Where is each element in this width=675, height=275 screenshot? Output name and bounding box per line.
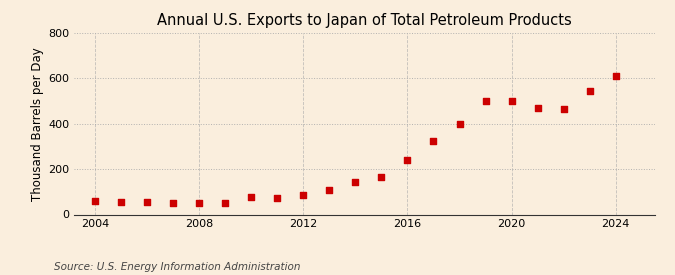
Point [324, 187, 335, 192]
Point [220, 201, 231, 205]
Point [480, 99, 491, 103]
Point [585, 89, 595, 93]
Point [168, 200, 179, 205]
Point [115, 200, 126, 204]
Point [272, 196, 283, 200]
Point [558, 107, 569, 111]
Point [142, 200, 153, 205]
Y-axis label: Thousand Barrels per Day: Thousand Barrels per Day [31, 47, 44, 201]
Point [376, 175, 387, 179]
Point [90, 199, 101, 204]
Point [194, 200, 205, 205]
Point [298, 193, 308, 197]
Point [454, 122, 465, 126]
Title: Annual U.S. Exports to Japan of Total Petroleum Products: Annual U.S. Exports to Japan of Total Pe… [157, 13, 572, 28]
Point [246, 195, 256, 200]
Point [532, 106, 543, 110]
Point [610, 74, 621, 78]
Text: Source: U.S. Energy Information Administration: Source: U.S. Energy Information Administ… [54, 262, 300, 272]
Point [402, 158, 413, 162]
Point [506, 99, 517, 103]
Point [428, 139, 439, 143]
Point [350, 179, 361, 184]
